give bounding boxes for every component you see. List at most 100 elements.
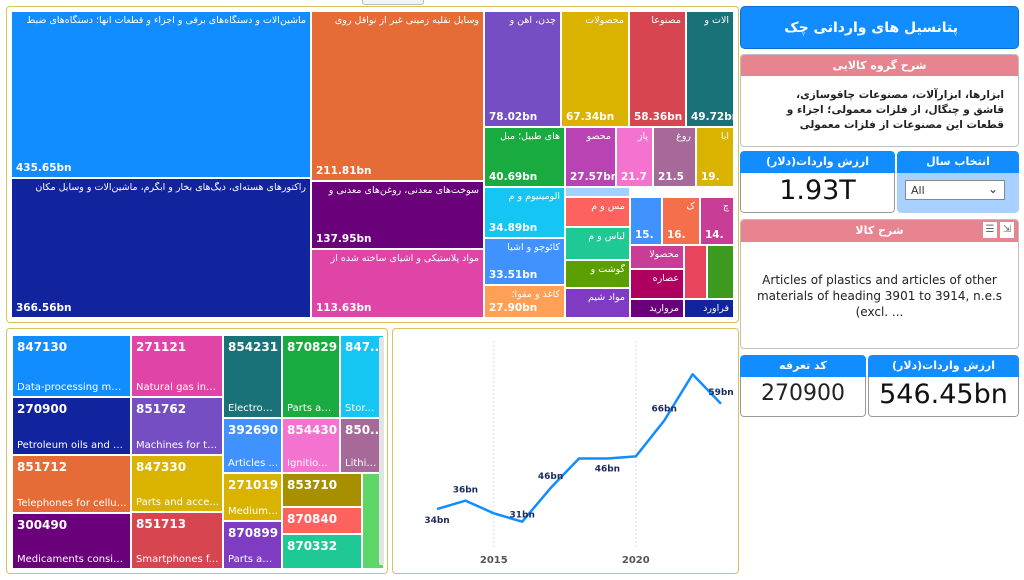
treemap-tile[interactable]: کاغذ و مقوا؛ 27.90bn	[484, 285, 565, 318]
product-tile-code: 847130	[17, 340, 68, 354]
treemap-tile-label: ابا	[720, 131, 729, 142]
data-label: 66bn	[652, 405, 677, 415]
treemap-tile-label: روغ	[676, 131, 691, 142]
product-tile[interactable]: 853710	[282, 473, 362, 507]
product-tile[interactable]: 270900 Petroleum oils and oi...	[12, 397, 131, 455]
treemap-tile[interactable]: پاز 21.7	[616, 127, 653, 187]
hs-group-treemap[interactable]: ماشین‌آلات و دستگاه‌های برقی و اجزاء و ق…	[6, 6, 739, 323]
import-value-header: ارزش واردات(دلار)	[740, 151, 895, 173]
expand-icon[interactable]: ⇲	[1000, 222, 1014, 238]
treemap-tile[interactable]: چدن، آهن و 78.02bn	[484, 11, 561, 127]
treemap-tile-label: وسایل نقلیه زمینی غیر از نواقل روی	[334, 15, 479, 26]
treemap-tile[interactable]: ک 16.	[662, 197, 700, 245]
treemap-tile[interactable]: لباس و م	[565, 227, 630, 260]
product-tile[interactable]: 392690 Articles ...	[223, 418, 282, 473]
treemap-tile-value: 435.65bn	[16, 162, 72, 174]
treemap-tile-label: گوشت و	[590, 264, 625, 275]
treemap-tile[interactable]: 15.	[630, 197, 662, 245]
series-line[interactable]	[436, 373, 722, 523]
treemap-tile[interactable]	[565, 187, 630, 197]
treemap-tile-value: 14.	[705, 229, 724, 241]
treemap-tile-value: 16.	[667, 229, 686, 241]
treemap-tile[interactable]: چ 14.	[700, 197, 734, 245]
treemap-tile[interactable]: ماشین‌آلات و دستگاه‌های برقی و اجزاء و ق…	[11, 11, 311, 178]
treemap-tile-label: آلومینیوم و م	[508, 191, 560, 202]
treemap-tile-label: کائوچو و اشیا	[507, 242, 560, 253]
data-label: 46bn	[538, 472, 563, 482]
product-tile[interactable]: 854430 Ignitio...	[282, 418, 340, 473]
product-tile[interactable]: 851713 Smartphones f...	[131, 512, 223, 569]
product-tile[interactable]: 870332	[282, 534, 362, 569]
hs-code-treemap[interactable]: 847130 Data-processing mac... 270900 Petrol…	[6, 328, 388, 574]
product-tile[interactable]: 847330 Parts and acce...	[131, 455, 223, 512]
treemap-tile[interactable]: گوشت و	[565, 260, 630, 288]
treemap-tile[interactable]: مس و م	[565, 197, 630, 227]
product-tile-desc: Smartphones f...	[136, 554, 219, 565]
product-tile[interactable]: 854231 Electron...	[223, 335, 282, 418]
product-tile-desc: Medicaments consist...	[17, 554, 127, 565]
product-tile[interactable]: 847... Stor...	[340, 335, 384, 418]
group-description-text: ابزارها، ابزارآلات، مصنوعات چاقوسازی، قا…	[786, 89, 1004, 131]
tariff-code-card: کد تعرفه 270900	[740, 355, 866, 417]
product-tile[interactable]: 870829 Parts an...	[282, 335, 340, 418]
year-filter-header: انتخاب سال	[897, 151, 1019, 173]
product-tile-desc: Electron...	[228, 403, 278, 414]
product-tile-desc: Stor...	[345, 403, 375, 414]
filter-icon[interactable]: ☰	[983, 222, 997, 238]
treemap-tile[interactable]: وسایل نقلیه زمینی غیر از نواقل روی 211.81…	[311, 11, 484, 181]
treemap-tile[interactable]: ابا 19.	[696, 127, 734, 187]
treemap-tile[interactable]: فرآورد	[684, 299, 734, 318]
treemap-tile[interactable]: مواد شیم	[565, 288, 630, 318]
treemap-tile[interactable]: راکتورهای هسته‌ای، دیگ‌های بخار و آبگرم،…	[11, 178, 311, 318]
treemap-tile[interactable]: عصاره	[630, 269, 684, 299]
treemap-tile-value: 137.95bn	[316, 233, 372, 245]
import-trend-chart[interactable]: 2015 2020 34bn 36bn 31bn 46bn 46bn 66bn 59bn	[392, 328, 739, 574]
treemap-tile[interactable]: محصولا	[630, 245, 684, 269]
treemap-tile[interactable]: مرواريد	[630, 299, 684, 318]
product-tile-desc: Machines for th...	[136, 440, 219, 451]
treemap-tile[interactable]: کائوچو و اشیا 33.51bn	[484, 238, 565, 285]
product-tile-code: 392690	[228, 423, 279, 437]
import-value: 1.93T	[779, 175, 856, 206]
treemap-tile-label: مرواريد	[649, 303, 679, 314]
treemap-tile-value: 78.02bn	[489, 111, 538, 123]
treemap-tile[interactable]	[707, 245, 734, 299]
treemap-tile[interactable]: محصو 27.57bn	[565, 127, 616, 187]
product-tile[interactable]: 851762 Machines for th...	[131, 397, 223, 455]
treemap-tile[interactable]	[684, 245, 707, 299]
treemap-tile[interactable]: سوخت‌های معدنی، روغن‌های معدنی و 137.95bn	[311, 181, 484, 249]
product-tile[interactable]: 851712 Telephones for cellul...	[12, 455, 131, 513]
treemap-tile[interactable]: مصنوعا 58.36bn	[629, 11, 686, 127]
import-value2: 546.45bn	[879, 379, 1008, 410]
treemap-tile-label: مواد پلاستیکی و اشیای ساخته شده از	[330, 253, 479, 264]
product-tile-code: 870829	[287, 340, 338, 354]
treemap-tile-label: فرآورد	[703, 303, 729, 314]
year-select[interactable]: All ⌄	[905, 180, 1005, 200]
goods-description-card: شرح کالا ☰ ⇲ Articles of plastics and ar…	[740, 219, 1019, 349]
treemap-tile[interactable]: آلات و 49.72bn	[686, 11, 734, 127]
treemap-tile[interactable]: مواد پلاستیکی و اشیای ساخته شده از 113.63…	[311, 249, 484, 318]
treemap-tile-value: 67.34bn	[566, 111, 615, 123]
treemap-tile[interactable]: آلومینیوم و م 34.89bn	[484, 187, 565, 238]
treemap-tile[interactable]: های طبیل؛ مبل 40.69bn	[484, 127, 565, 187]
product-tile[interactable]: 300490 Medicaments consist...	[12, 513, 131, 569]
treemap-tile-label: چدن، آهن و	[509, 15, 556, 26]
treemap-tile-label: ک	[686, 201, 695, 212]
data-label: 59bn	[708, 388, 733, 398]
treemap-tile[interactable]: محصولات 67.34bn	[561, 11, 629, 127]
product-tile[interactable]: 850... Lithiu...	[340, 418, 384, 473]
product-tile[interactable]: 870840	[282, 507, 362, 534]
chevron-down-icon: ⌄	[987, 182, 998, 196]
product-tile[interactable]: 847130 Data-processing mac...	[12, 335, 131, 397]
product-tile-code: 300490	[17, 518, 68, 532]
product-tile-desc: Ignitio...	[287, 458, 328, 469]
product-tile[interactable]: 271121 Natural gas in g...	[131, 335, 223, 397]
treemap-tile-value: 113.63bn	[316, 302, 372, 314]
treemap-tile-label: آلات و	[704, 15, 729, 26]
product-tile[interactable]: 271019 Medium ...	[223, 473, 282, 521]
product-tile[interactable]: 870899 Parts an...	[223, 521, 282, 569]
import-value2-card: ارزش واردات(دلار) 546.45bn	[868, 355, 1019, 417]
data-label: 36bn	[453, 486, 478, 496]
treemap-tile[interactable]: روغ 21.5	[653, 127, 696, 187]
scrollbar[interactable]	[379, 337, 384, 565]
